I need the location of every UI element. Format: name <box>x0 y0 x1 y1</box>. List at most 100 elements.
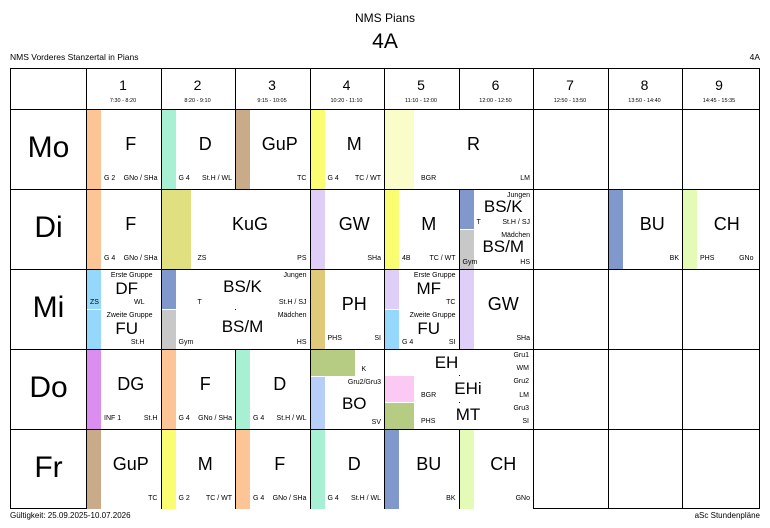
teacher: TC / WT <box>354 175 381 182</box>
period-divider <box>160 69 162 508</box>
period-divider <box>384 69 385 508</box>
teacher: GNo / SHa <box>123 255 158 262</box>
subject: D <box>198 134 212 154</box>
group: G 4 <box>327 175 339 182</box>
color-bar <box>236 430 250 509</box>
subject: KuG <box>231 214 269 234</box>
period-number: 6 <box>491 77 500 93</box>
teacher: St.H <box>143 415 158 422</box>
timetable-grid: 1 7:30 - 8:20 2 8:20 - 9:10 3 9:15 - 10:05 4 10… <box>10 68 760 509</box>
teacher: LM <box>520 175 530 182</box>
color-bar <box>310 110 325 189</box>
period-time: 9:15 - 10:05 <box>257 98 287 104</box>
software-footer: aSc Stundenpläne <box>694 511 760 520</box>
subject: GW <box>487 294 519 314</box>
group: PHS <box>421 418 436 425</box>
day-divider <box>11 189 759 190</box>
color-bar <box>459 270 474 349</box>
day-label-fr: Fr <box>34 451 63 484</box>
period-divider <box>309 69 311 508</box>
color-bar <box>161 350 176 429</box>
color-bar <box>161 310 176 349</box>
lesson-mi_2a[interactable] <box>161 270 310 309</box>
group: G 4 <box>402 339 414 346</box>
period-divider <box>682 69 683 508</box>
group: G 2 <box>104 175 116 182</box>
day-label-do: Do <box>29 371 68 404</box>
period-number: 7 <box>566 77 574 93</box>
color-bar <box>310 270 325 349</box>
group: G 4 <box>178 175 190 182</box>
subject: BS/M <box>482 237 525 256</box>
teacher: WL <box>134 299 145 306</box>
day-divider <box>11 269 759 270</box>
header-divider <box>11 109 759 110</box>
group: BGR <box>421 175 437 182</box>
color-bar <box>236 110 250 189</box>
teacher: GNo / SHa <box>272 495 307 502</box>
teacher: TC / WT <box>205 495 232 502</box>
period-time: 11:10 - 12:00 <box>404 98 437 104</box>
day-label-mo: Mo <box>27 131 70 164</box>
subject: DF <box>115 279 139 298</box>
lesson-mi_2b[interactable] <box>161 310 310 349</box>
teacher: St.H / WL <box>202 175 232 182</box>
color-bar <box>459 230 474 269</box>
period-number: 4 <box>342 77 351 93</box>
group: G 2 <box>178 495 190 502</box>
subject: R <box>467 134 480 154</box>
subject: M <box>421 214 437 234</box>
color-bar <box>385 310 399 349</box>
color-bar <box>161 110 176 189</box>
subject: D <box>347 454 361 474</box>
teacher: SI <box>522 418 529 425</box>
subject: GuP <box>112 454 149 474</box>
subject: BS/K <box>223 277 262 296</box>
group: 4B <box>402 255 411 262</box>
room: T <box>197 299 202 306</box>
color-bar <box>87 270 101 309</box>
period-divider <box>607 69 609 508</box>
teacher: LM <box>519 392 529 399</box>
subject: F <box>199 374 211 394</box>
subject: EH <box>434 353 459 372</box>
color-bar <box>87 430 101 509</box>
color-bar <box>87 190 101 269</box>
subject: DG <box>117 374 145 394</box>
lesson-do_5a[interactable] <box>385 350 533 375</box>
group: PHS <box>700 255 715 262</box>
color-bar <box>385 270 399 309</box>
teacher: TC <box>297 175 307 182</box>
period-time: 14:45 - 15:35 <box>702 98 736 104</box>
subject: EHi <box>454 379 482 398</box>
color-bar <box>161 270 176 309</box>
group-label: Erste Gruppe <box>413 272 456 279</box>
group-label: Mädchen <box>501 232 530 239</box>
teacher: SV <box>371 419 381 426</box>
subject: M <box>197 454 213 474</box>
color-bar <box>459 430 474 509</box>
subject: F <box>125 214 137 234</box>
color-bar <box>310 377 325 429</box>
group: INF 1 <box>104 415 122 422</box>
subject: CH <box>490 454 517 474</box>
teacher: SI <box>374 335 381 342</box>
teacher: GNo / SHa <box>198 415 232 422</box>
teacher: GNo <box>515 495 530 502</box>
color-bar <box>161 190 191 269</box>
color-bar <box>385 376 414 402</box>
subject: PH <box>341 294 367 314</box>
color-bar <box>236 350 250 429</box>
subject: BO <box>341 394 367 413</box>
period-number: 9 <box>715 77 723 93</box>
period-time: 13:50 - 14:40 <box>628 98 661 104</box>
color-bar <box>310 430 325 509</box>
group-label: Gru2/Gru3 <box>347 379 381 386</box>
room: T <box>476 219 481 226</box>
subject: GW <box>338 214 370 234</box>
day-divider <box>11 429 759 430</box>
subject: BU <box>639 214 665 234</box>
color-bar <box>608 190 623 269</box>
period-divider <box>458 69 460 508</box>
teacher: St.H <box>130 339 145 346</box>
